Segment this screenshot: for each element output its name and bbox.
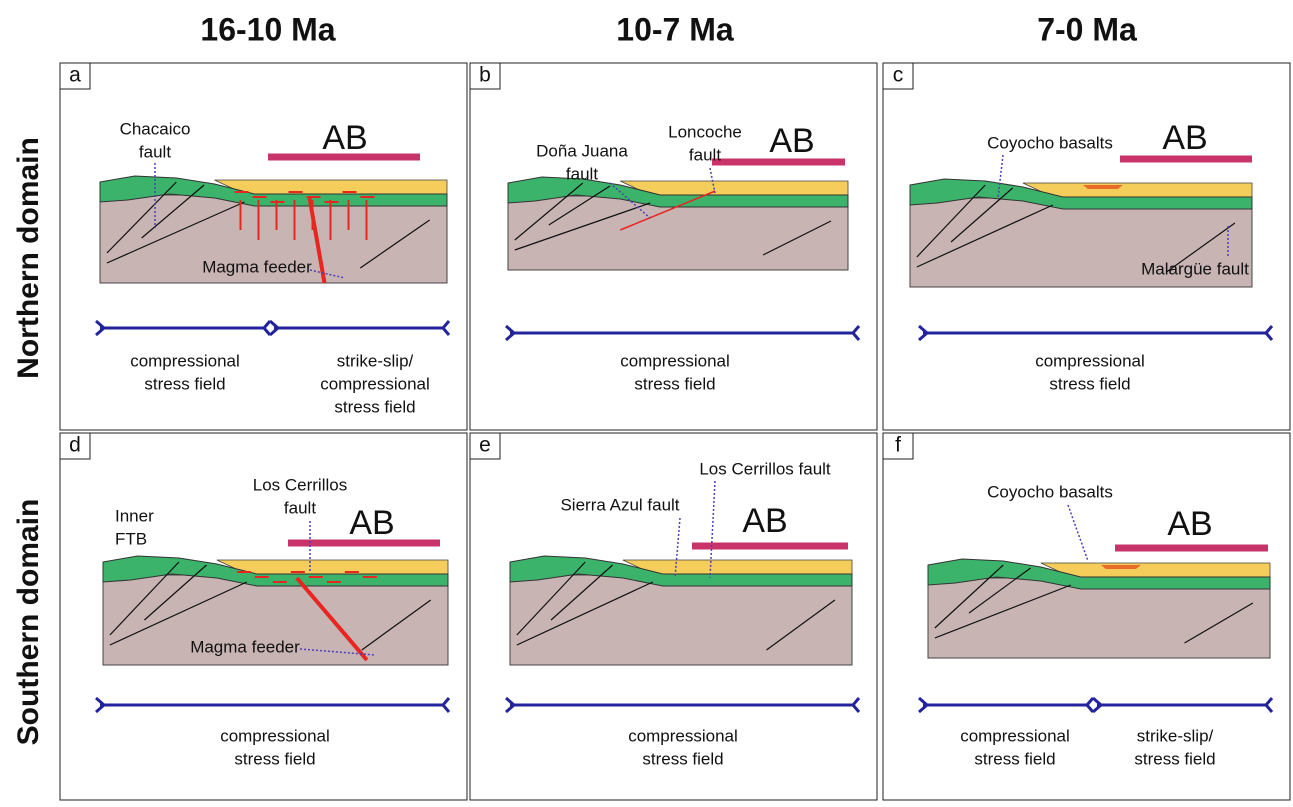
annotation: fault <box>689 145 721 164</box>
panel: b AB Doña Juana fault Loncoche fault compressi… <box>470 63 877 430</box>
stress-label: stress field <box>334 397 415 416</box>
panel-letter: a <box>69 64 81 87</box>
stress-label: compressional <box>130 351 240 370</box>
basin-fill <box>1041 563 1270 577</box>
panel: d AB Inner FTB Los Cerrillos fault Magma feede… <box>60 433 467 800</box>
annotation: fault <box>566 164 598 183</box>
annotation: Sierra Azul fault <box>560 495 679 514</box>
stress-label: compressional <box>620 351 730 370</box>
annotation: Magma feeder <box>190 637 300 656</box>
annotation: Chacaico <box>120 119 191 138</box>
stress-label: stress field <box>1049 374 1130 393</box>
stress-label: stress field <box>144 374 225 393</box>
panel: f AB Coyocho basalts compressional stress fi… <box>883 433 1290 800</box>
stress-label: stress field <box>642 749 723 768</box>
panel-letter: d <box>69 434 81 457</box>
annotation: fault <box>139 142 171 161</box>
ab-label: AB <box>349 504 394 542</box>
stress-label: stress field <box>234 749 315 768</box>
annotation: fault <box>284 498 316 517</box>
ab-label: AB <box>322 119 367 157</box>
panel-letter: c <box>893 64 904 87</box>
basement <box>510 575 852 665</box>
ab-label: AB <box>742 502 787 540</box>
stress-label: compressional <box>220 726 330 745</box>
column-title: 7-0 Ma <box>1037 11 1137 47</box>
stress-label: compressional <box>628 726 738 745</box>
stress-label: compressional <box>320 374 430 393</box>
basin-fill <box>215 180 447 194</box>
row-title: Northern domain <box>12 137 45 379</box>
ab-label: AB <box>1162 119 1207 157</box>
panel-letter: e <box>479 434 491 457</box>
panel-letter: b <box>479 64 491 87</box>
row-title: Southern domain <box>12 499 45 746</box>
stress-label: strike-slip/ <box>337 351 414 370</box>
stress-label: strike-slip/ <box>1137 726 1214 745</box>
basin-fill <box>620 181 848 195</box>
ab-label: AB <box>769 122 814 160</box>
basement <box>928 578 1270 658</box>
annotation: Coyocho basalts <box>987 133 1113 152</box>
annotation: Los Cerrillos fault <box>699 459 831 478</box>
figure: 16-10 Ma 10-7 Ma 7-0 Ma Northern domain … <box>0 0 1293 807</box>
basin-fill <box>1023 183 1252 197</box>
basalt <box>1083 185 1123 189</box>
column-title: 10-7 Ma <box>616 11 734 47</box>
annotation: Loncoche <box>668 122 742 141</box>
stress-label: stress field <box>634 374 715 393</box>
annotation: Doña Juana <box>536 141 628 160</box>
stress-label: compressional <box>960 726 1070 745</box>
column-title: 16-10 Ma <box>200 11 335 47</box>
panel: c AB Coyocho basalts Malargüe fault compress… <box>883 63 1290 430</box>
panel-letter: f <box>895 434 901 457</box>
annotation: Magma feeder <box>202 257 312 276</box>
stress-label: stress field <box>1134 749 1215 768</box>
annotation: FTB <box>115 529 147 548</box>
panel: a AB Chacaico fault Magma feeder compressiona… <box>60 63 467 430</box>
basin-fill <box>217 560 448 574</box>
annotation: Coyocho basalts <box>987 482 1113 501</box>
panel: e AB Los Cerrillos fault Sierra Azul fault c… <box>470 433 877 800</box>
stress-label: stress field <box>974 749 1055 768</box>
annotation: Los Cerrillos <box>253 475 347 494</box>
annotation: Malargüe fault <box>1141 259 1249 278</box>
stress-label: compressional <box>1035 351 1145 370</box>
annotation: Inner <box>115 506 154 525</box>
ab-label: AB <box>1167 505 1212 543</box>
basalt <box>1101 565 1141 569</box>
basin-fill <box>623 560 852 574</box>
